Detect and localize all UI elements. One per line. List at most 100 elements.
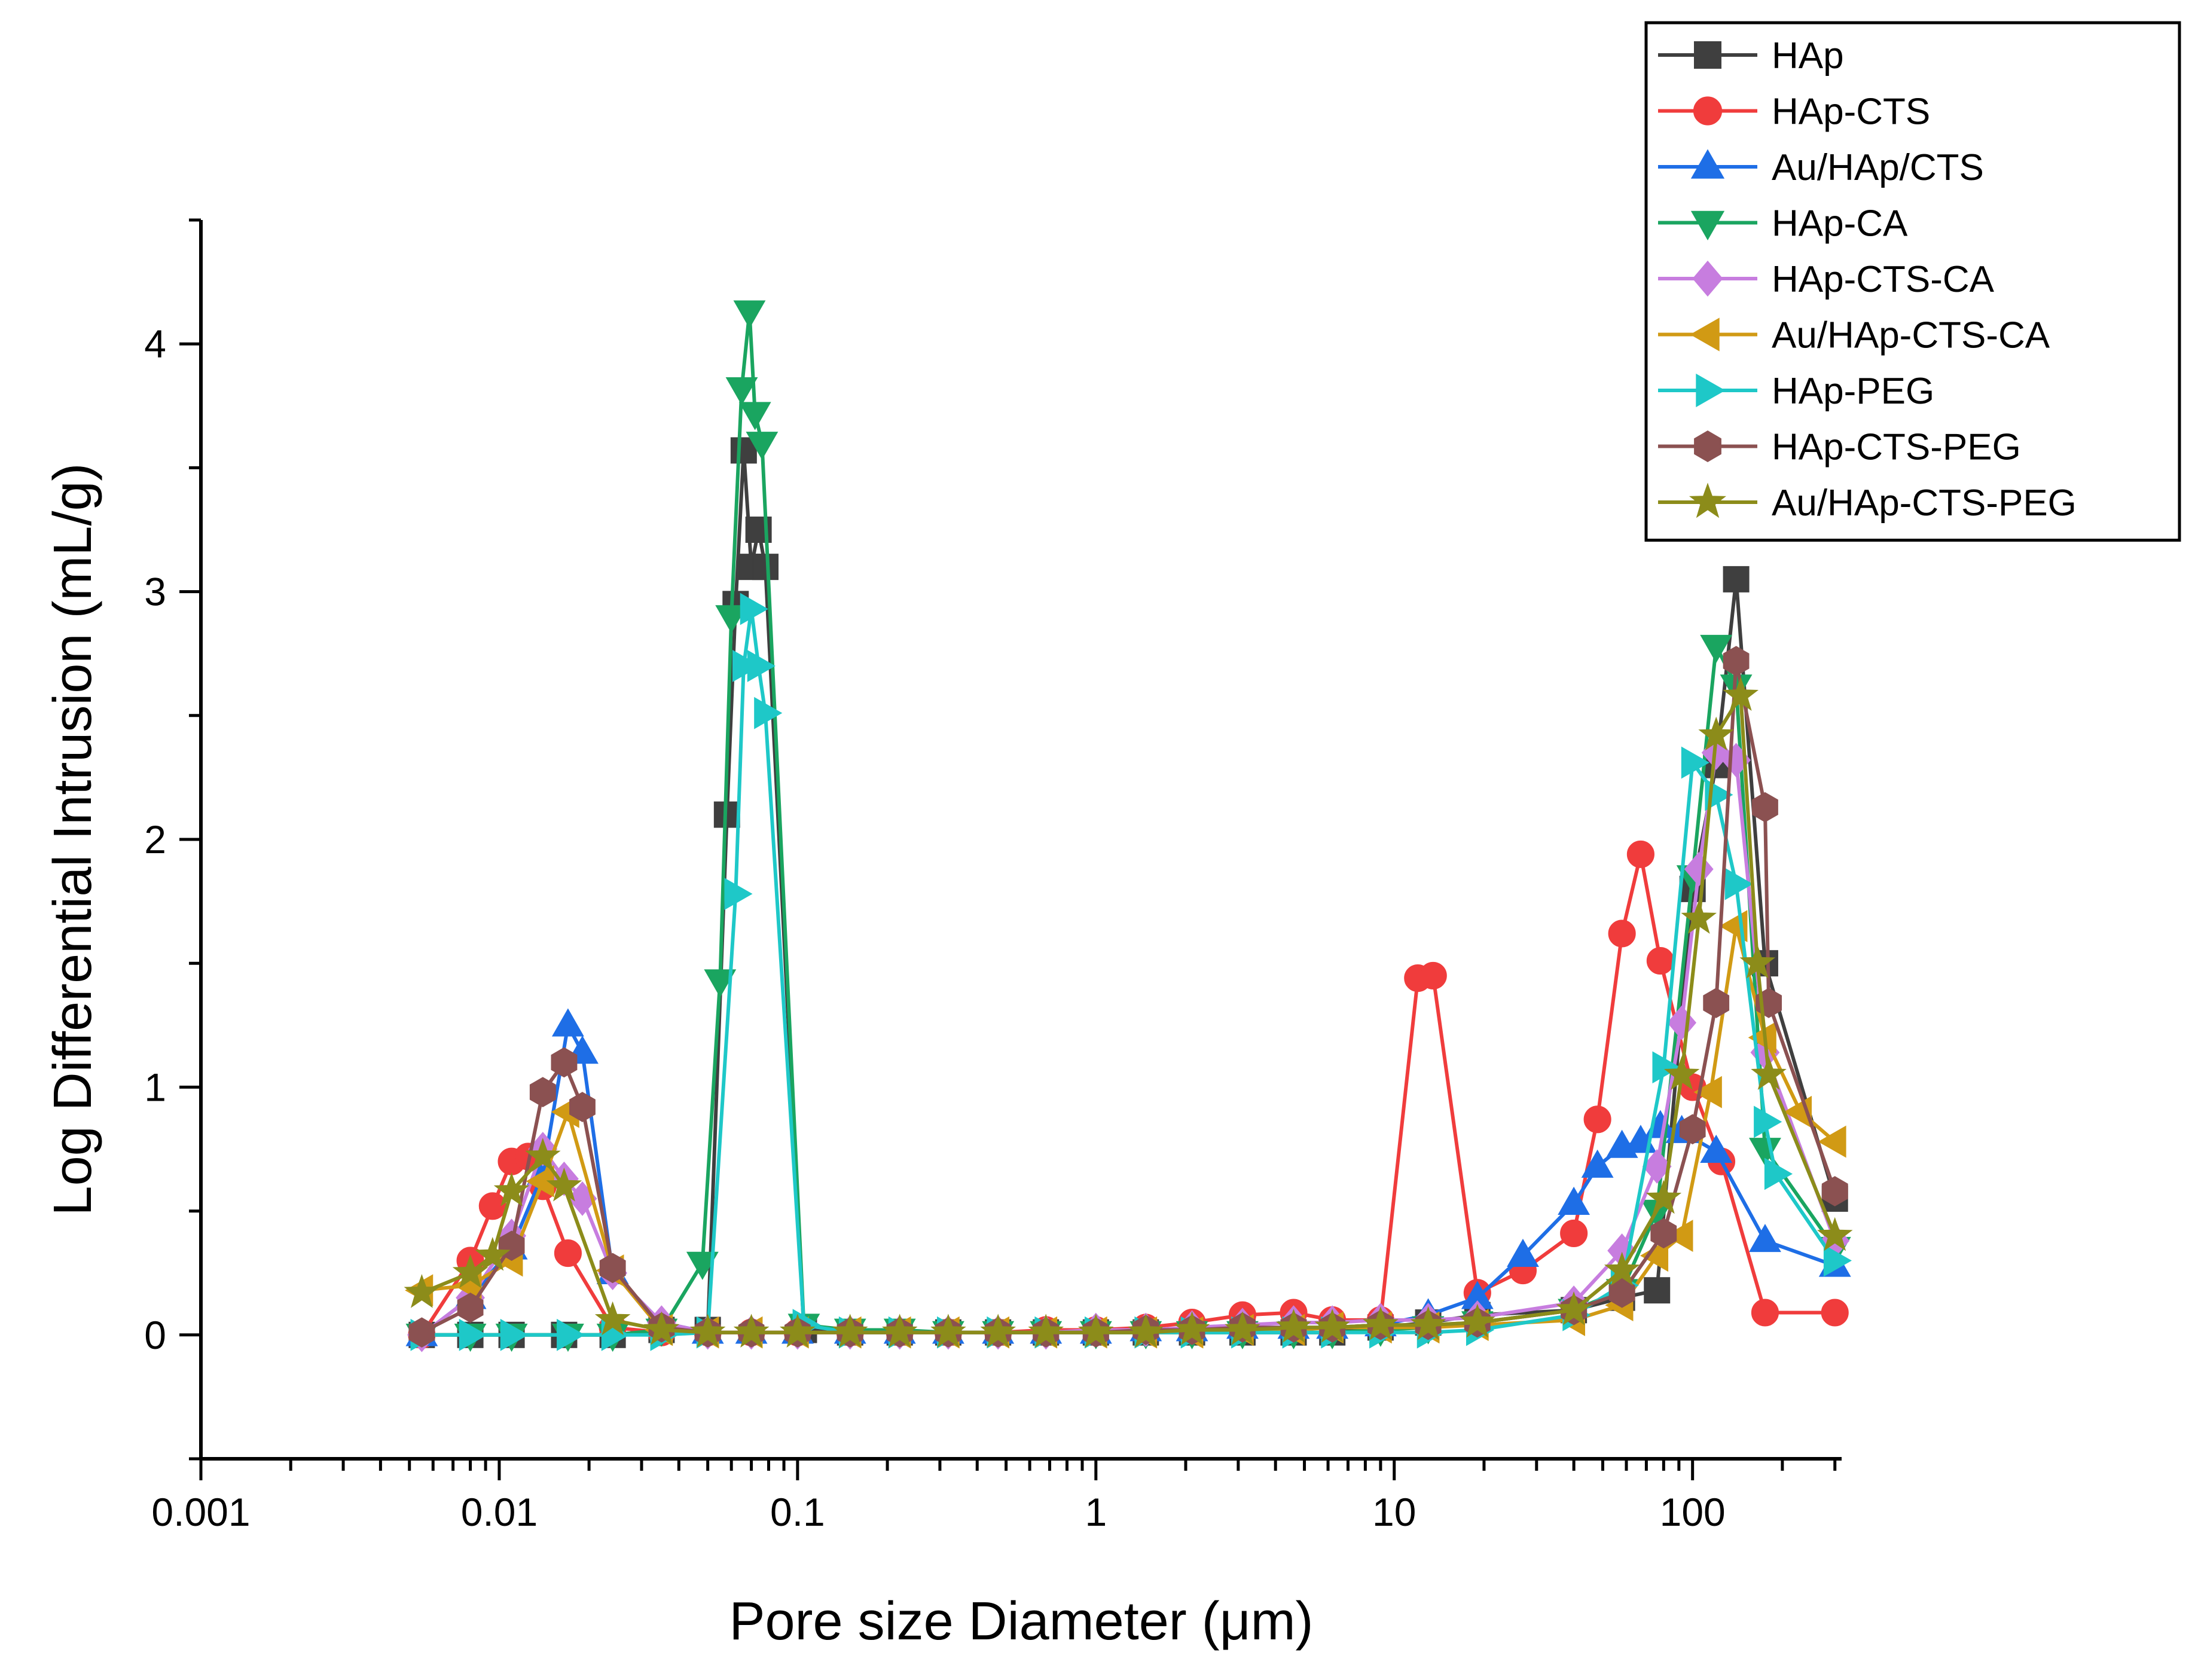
series-line [421,659,1837,1334]
legend-marker [1690,317,1720,352]
data-point [569,1092,596,1122]
x-tick-label: 0.1 [770,1490,825,1534]
data-point [599,1253,626,1284]
data-point [1700,1134,1733,1163]
data-point [1723,677,1759,711]
data-point [752,554,779,581]
data-point [457,1292,484,1323]
x-tick-label: 1 [1085,1490,1107,1534]
legend-entry: HAp-CTS-CA [1658,259,1995,300]
data-point [529,1077,556,1107]
data-point [754,697,783,729]
data-point [1749,1224,1781,1253]
data-point [1817,1217,1853,1251]
data-point [1663,1056,1700,1091]
data-point [551,1047,578,1078]
data-point [1700,634,1733,664]
data-point [1818,1125,1846,1158]
legend-label: HAp-PEG [1772,371,1934,412]
data-point [1410,1306,1446,1340]
legend: HAp HAp-CTS Au/HAp/CTS HAp-CA HAp-CTS-CA Au/H… [1644,21,2181,542]
series-layer [404,300,1853,1352]
data-point [1560,1219,1588,1247]
legend-marker [1694,41,1721,69]
legend-label: HAp-CA [1772,203,1908,245]
data-point [1174,1311,1210,1345]
legend-box [1644,21,2181,542]
series-line [422,607,1837,1337]
legend-marker [1690,149,1725,179]
data-point [1646,947,1674,975]
y-tick-label: 2 [144,817,166,862]
legend-label: HAp [1772,35,1844,77]
data-point [478,1192,506,1220]
legend-entry: HAp-CTS [1658,91,1930,133]
data-point [1604,1251,1640,1286]
legend-label: HAp-CTS [1772,91,1930,133]
data-point [881,1314,918,1348]
legend-entry: Au/HAp/CTS [1658,147,1984,188]
data-point [525,1138,561,1172]
legend-label: HAp-CTS-PEG [1772,427,2021,468]
data-point [1077,1314,1114,1348]
data-point [452,1254,489,1288]
data-point [746,432,779,460]
legend-label: Au/HAp-CTS-PEG [1772,482,2077,524]
data-point [594,1301,631,1336]
data-point [1608,920,1636,948]
data-point [1751,1299,1779,1327]
legend-label: Au/HAp-CTS-CA [1772,315,2050,356]
data-point [1681,900,1717,934]
legend-entry: Au/HAp-CTS-PEG [1658,482,2077,524]
data-point [1608,1278,1635,1308]
legend-entry: Au/HAp-CTS-CA [1658,315,2050,356]
series-au-hap-cts-peg [404,677,1853,1348]
data-point [1363,1306,1399,1340]
data-point [732,649,761,682]
legend-label: HAp-CTS-CA [1772,259,1995,300]
series-hap-ca [405,300,1851,1352]
data-point [1558,1186,1590,1215]
data-point [408,1317,435,1348]
x-axis-title: Pore size Diameter (μm) [729,1592,1313,1651]
legend-entry: HAp [1658,35,1844,77]
data-point [704,969,737,998]
data-point [1507,1238,1539,1267]
data-point [1821,1176,1848,1206]
x-tick-label: 0.001 [151,1490,250,1534]
data-point [733,300,766,329]
data-point [1644,1277,1671,1304]
data-point [1583,1105,1611,1134]
data-point [1681,746,1709,779]
data-point [1128,1314,1164,1348]
data-point [1698,716,1735,751]
data-point [1703,988,1730,1018]
data-point [1821,1299,1849,1327]
data-point [980,1314,1016,1348]
data-point [1646,1180,1682,1214]
data-point [1723,566,1750,592]
data-point [1652,1051,1681,1084]
legend-marker [1696,373,1726,408]
data-point [930,1314,966,1348]
data-point [643,1311,680,1345]
data-point [1642,1149,1672,1184]
legend-entry: HAp-CA [1658,203,1908,245]
data-point [1028,1314,1064,1348]
x-tick-label: 10 [1372,1490,1416,1534]
data-point [724,878,753,911]
data-point [725,377,758,406]
series-hap-cts-ca [407,735,1850,1352]
legend-marker [1692,260,1723,297]
legend-entry: HAp-PEG [1658,371,1934,412]
data-point [459,1318,487,1351]
data-point [738,402,771,430]
axes: 0.001 0.01 0.1 1 10 100 0 1 2 3 4 [144,218,1842,1534]
data-point [475,1236,511,1271]
data-point [747,649,776,682]
legend-marker [1694,430,1721,462]
data-point [1823,1244,1852,1277]
data-point [1626,840,1654,868]
x-tick-label: 100 [1660,1490,1726,1534]
